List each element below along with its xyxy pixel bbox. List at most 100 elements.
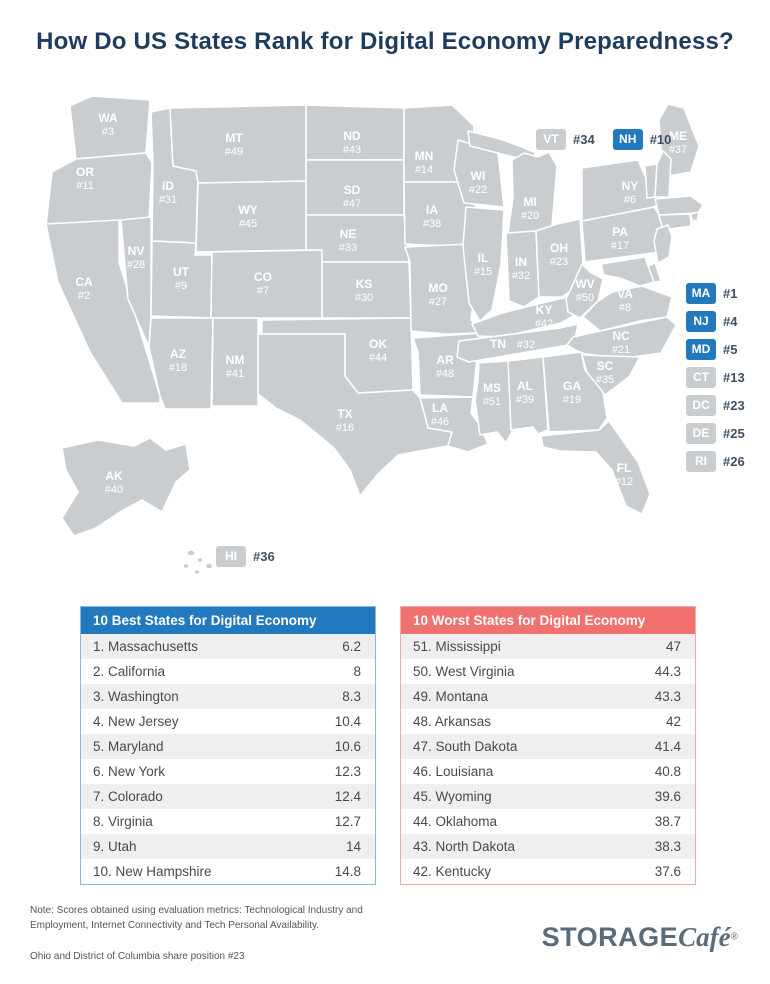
state-callout: MD #5 xyxy=(686,339,745,360)
svg-text:SC: SC xyxy=(597,359,614,373)
table-row: 42. Kentucky 37.6 xyxy=(401,859,695,884)
svg-text:#28: #28 xyxy=(127,259,145,271)
table-row: 48. Arkansas 42 xyxy=(401,709,695,734)
state-sd: SD#47 xyxy=(305,159,405,216)
state-badge: HI xyxy=(216,546,246,567)
svg-text:WY: WY xyxy=(238,203,257,217)
best-states-table-title: 10 Best States for Digital Economy xyxy=(81,607,375,634)
state-name-cell: 7. Colorado xyxy=(93,789,163,804)
state-ri xyxy=(690,211,700,222)
state-name-cell: 42. Kentucky xyxy=(413,864,492,879)
score-cell: 10.4 xyxy=(334,714,361,729)
svg-text:#20: #20 xyxy=(521,210,539,222)
state-mi: MI#20 xyxy=(467,130,558,234)
svg-text:CA: CA xyxy=(75,275,93,289)
score-cell: 41.4 xyxy=(654,739,681,754)
svg-text:OK: OK xyxy=(369,337,387,351)
worst-states-table: 10 Worst States for Digital Economy 51. … xyxy=(400,606,696,885)
state-ne: NE#33 xyxy=(305,214,410,263)
svg-text:#44: #44 xyxy=(369,352,387,364)
svg-text:ME: ME xyxy=(669,129,687,143)
svg-text:#19: #19 xyxy=(563,394,581,406)
svg-text:TX: TX xyxy=(337,407,352,421)
svg-text:UT: UT xyxy=(173,265,190,279)
score-cell: 14 xyxy=(345,839,361,854)
svg-text:#27: #27 xyxy=(429,296,447,308)
svg-text:WA: WA xyxy=(98,111,118,125)
state-ms: MS#51 xyxy=(474,360,514,444)
svg-text:#3: #3 xyxy=(102,126,114,138)
table-row: 1. Massachusetts 6.2 xyxy=(81,634,375,659)
score-cell: 44.3 xyxy=(654,664,681,679)
state-rank-label: #26 xyxy=(723,454,745,469)
state-or: OR#11 xyxy=(45,152,153,226)
state-name-cell: 43. North Dakota xyxy=(413,839,516,854)
svg-text:NC: NC xyxy=(612,329,630,343)
worst-states-table-title: 10 Worst States for Digital Economy xyxy=(401,607,695,634)
us-map: WA#3 OR#11 CA#2 NV#28 ID#31 MT#49 WY#45 xyxy=(45,95,704,576)
svg-text:ND: ND xyxy=(343,129,361,143)
svg-text:MT: MT xyxy=(225,131,243,145)
state-ma xyxy=(654,195,704,216)
state-callout: DC #23 xyxy=(686,395,745,416)
score-cell: 39.6 xyxy=(654,789,681,804)
state-callout: VT #34 xyxy=(536,129,595,150)
svg-text:NY: NY xyxy=(622,179,639,193)
table-row: 47. South Dakota 41.4 xyxy=(401,734,695,759)
svg-text:#41: #41 xyxy=(226,368,244,380)
score-cell: 38.3 xyxy=(654,839,681,854)
score-cell: 12.3 xyxy=(334,764,361,779)
state-tx: TX#16 xyxy=(257,333,453,497)
state-name-cell: 47. South Dakota xyxy=(413,739,518,754)
state-il: IL#15 xyxy=(462,206,505,322)
table-row: 46. Louisiana 40.8 xyxy=(401,759,695,784)
state-nj xyxy=(653,224,673,264)
state-name-cell: 3. Washington xyxy=(93,689,179,704)
score-cell: 10.6 xyxy=(334,739,361,754)
state-badge: RI xyxy=(686,451,716,472)
svg-text:#16: #16 xyxy=(336,422,354,434)
svg-text:PA: PA xyxy=(612,225,628,239)
svg-text:#14: #14 xyxy=(415,164,433,176)
state-name-cell: 9. Utah xyxy=(93,839,137,854)
svg-text:#8: #8 xyxy=(619,302,631,314)
logo-text-main: STORAGE xyxy=(541,922,679,952)
state-rank-label: #10 xyxy=(649,132,672,147)
table-row: 50. West Virginia 44.3 xyxy=(401,659,695,684)
state-badge: CT xyxy=(686,367,716,388)
svg-text:ID: ID xyxy=(162,179,174,193)
score-cell: 43.3 xyxy=(654,689,681,704)
svg-text:MN: MN xyxy=(415,149,434,163)
state-nm: NM#41 xyxy=(211,317,259,407)
svg-text:#49: #49 xyxy=(225,146,243,158)
svg-text:#9: #9 xyxy=(175,280,187,292)
score-cell: 38.7 xyxy=(654,814,681,829)
state-name-cell: 44. Oklahoma xyxy=(413,814,498,829)
state-ak: AK#40 xyxy=(61,437,191,537)
svg-text:AR: AR xyxy=(436,353,454,367)
state-name-cell: 10. New Hampshire xyxy=(93,864,212,879)
state-la: LA#46 xyxy=(419,396,489,453)
table-row: 9. Utah 14 xyxy=(81,834,375,859)
table-row: 7. Colorado 12.4 xyxy=(81,784,375,809)
state-badge: MD xyxy=(686,339,716,360)
svg-text:TN: TN xyxy=(490,337,506,351)
score-cell: 42 xyxy=(665,714,681,729)
svg-text:#15: #15 xyxy=(474,266,492,278)
score-cell: 8.3 xyxy=(342,689,361,704)
svg-text:#11: #11 xyxy=(76,180,94,192)
svg-text:#31: #31 xyxy=(159,194,177,206)
svg-text:#38: #38 xyxy=(423,218,441,230)
table-row: 6. New York 12.3 xyxy=(81,759,375,784)
svg-text:MS: MS xyxy=(483,381,501,395)
state-badge: NJ xyxy=(686,311,716,332)
table-row: 43. North Dakota 38.3 xyxy=(401,834,695,859)
score-cell: 14.8 xyxy=(334,864,361,879)
svg-text:MI: MI xyxy=(523,195,536,209)
state-badge: DC xyxy=(686,395,716,416)
shared-position-note: Ohio and District of Columbia share posi… xyxy=(30,951,245,962)
table-row: 2. California 8 xyxy=(81,659,375,684)
svg-text:#12: #12 xyxy=(615,476,633,488)
state-badge: DE xyxy=(686,423,716,444)
svg-text:IL: IL xyxy=(478,251,489,265)
